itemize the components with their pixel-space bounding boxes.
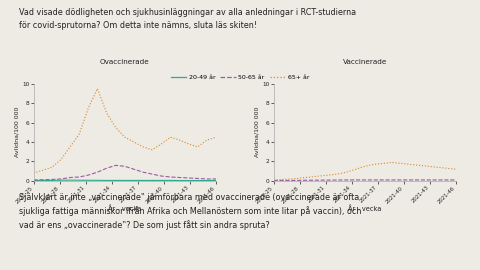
Y-axis label: Avlidna/100 000: Avlidna/100 000 <box>254 107 259 157</box>
X-axis label: År - vecka: År - vecka <box>348 206 382 212</box>
X-axis label: År - vecka: År - vecka <box>108 206 142 212</box>
Text: Självklart är inte „vaccinerade‟ jämförbara med ovaccinerade (ovaccinerade är of: Självklart är inte „vaccinerade‟ jämförb… <box>19 193 361 230</box>
Title: Vaccinerade: Vaccinerade <box>343 59 387 65</box>
Title: Ovaccinerade: Ovaccinerade <box>100 59 150 65</box>
Y-axis label: Avlidna/100 000: Avlidna/100 000 <box>14 107 19 157</box>
Text: Vad visade dödligheten och sjukhusinläggningar av alla anledningar i RCT-studier: Vad visade dödligheten och sjukhusinlägg… <box>19 8 356 30</box>
Legend: 20-49 år, 50-65 år, 65+ år: 20-49 år, 50-65 år, 65+ år <box>168 72 312 82</box>
